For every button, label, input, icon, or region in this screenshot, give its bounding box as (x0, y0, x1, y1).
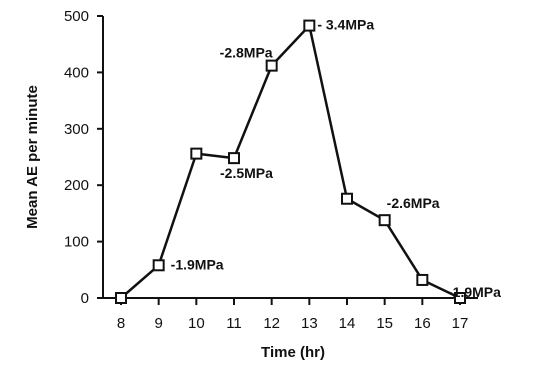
data-point-marker (265, 59, 278, 72)
data-point-marker (190, 147, 203, 160)
data-point-marker (454, 292, 466, 304)
annotation-label: -2.6MPa (387, 195, 440, 211)
series-markers (115, 19, 466, 304)
annotation-label: - 3.4MPa (317, 17, 374, 33)
data-point-marker (341, 192, 353, 205)
data-point-marker (378, 214, 391, 227)
y-tick-label: 300 (64, 121, 89, 138)
y-tick-label: 500 (64, 8, 89, 25)
data-point-marker (416, 273, 429, 286)
y-tick-label: 0 (81, 290, 89, 307)
data-point-marker (303, 19, 316, 32)
data-point-marker (152, 259, 165, 272)
x-tick-label: 9 (154, 315, 162, 332)
x-tick-label: 12 (263, 315, 280, 332)
plot-area (102, 16, 478, 299)
annotation-label: -2.8MPa (220, 45, 273, 61)
x-tick-label: 13 (301, 315, 318, 332)
x-tick-label: 14 (339, 315, 356, 332)
x-tick-label: 11 (226, 315, 242, 332)
x-tick-label: 15 (376, 315, 393, 332)
data-point-marker (115, 292, 127, 304)
annotation-label: -1.9MPa (448, 284, 501, 300)
x-tick-label: 16 (414, 315, 431, 332)
annotation-label: -1.9MPa (171, 256, 224, 272)
x-tick-label: 8 (117, 315, 125, 332)
x-axis-ticks: 8 9 10 11 12 13 14 15 16 17 (117, 298, 469, 332)
x-tick-label: 17 (452, 315, 469, 332)
annotation-label: -2.5MPa (220, 165, 273, 181)
y-axis-label: Mean AE per minute (24, 85, 41, 229)
x-tick-label: 10 (188, 315, 205, 332)
data-annotations: -1.9MPa -2.8MPa -2.5MPa - 3.4MPa -2.6MPa -1.9… (171, 17, 501, 300)
x-axis-label: Time (hr) (261, 344, 325, 361)
series-line (120, 24, 461, 300)
data-point-marker (228, 152, 240, 165)
y-tick-label: 100 (64, 234, 89, 251)
y-tick-label: 200 (64, 177, 89, 194)
y-tick-label: 400 (64, 64, 89, 81)
y-axis-ticks: 0 100 200 300 400 500 (64, 8, 103, 307)
